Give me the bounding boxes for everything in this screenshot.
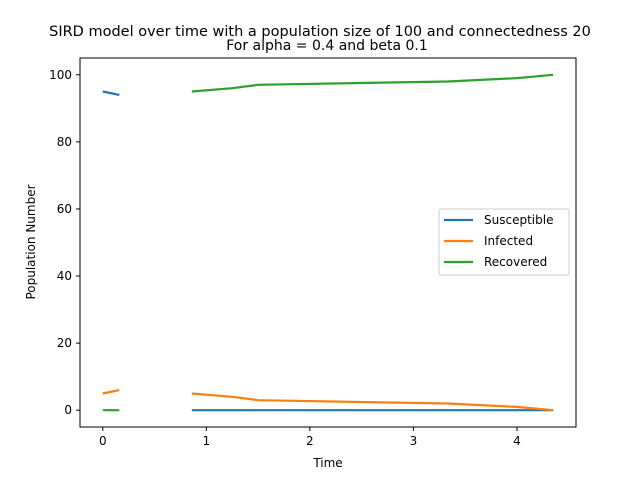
x-axis-ticks: 0 1 2 3 4 bbox=[99, 427, 521, 448]
y-tick-label: 20 bbox=[57, 336, 72, 350]
series-line-infected-segment-1 bbox=[102, 389, 120, 395]
plot-lines bbox=[102, 73, 554, 412]
chart-title: SIRD model over time with a population s… bbox=[49, 24, 591, 40]
y-axis-label: Population Number bbox=[24, 184, 38, 299]
x-tick-label: 1 bbox=[203, 434, 211, 448]
chart-subtitle: For alpha = 0.4 and beta 0.1 bbox=[226, 38, 428, 54]
legend-box bbox=[438, 208, 570, 276]
series-line-infected-segment-2 bbox=[191, 392, 554, 412]
legend-label-recovered: Recovered bbox=[484, 255, 547, 269]
plot-area-frame bbox=[79, 57, 577, 428]
x-tick-label: 0 bbox=[99, 434, 107, 448]
series-line-susceptible-segment-1 bbox=[102, 90, 120, 96]
y-tick-label: 100 bbox=[49, 68, 72, 82]
x-axis-label: Time bbox=[312, 456, 342, 470]
y-axis-ticks: 0 20 40 60 80 100 bbox=[49, 68, 80, 417]
y-tick-label: 80 bbox=[57, 135, 72, 149]
x-tick-label: 4 bbox=[513, 434, 521, 448]
legend-label-susceptible: Susceptible bbox=[484, 213, 553, 227]
x-tick-label: 2 bbox=[306, 434, 314, 448]
y-tick-label: 60 bbox=[57, 202, 72, 216]
y-tick-label: 40 bbox=[57, 269, 72, 283]
legend-label-infected: Infected bbox=[484, 234, 533, 248]
legend: Susceptible Infected Recovered bbox=[438, 208, 570, 276]
x-tick-label: 3 bbox=[410, 434, 418, 448]
y-tick-label: 0 bbox=[64, 403, 72, 417]
series-line-recovered-segment-2 bbox=[191, 73, 554, 93]
